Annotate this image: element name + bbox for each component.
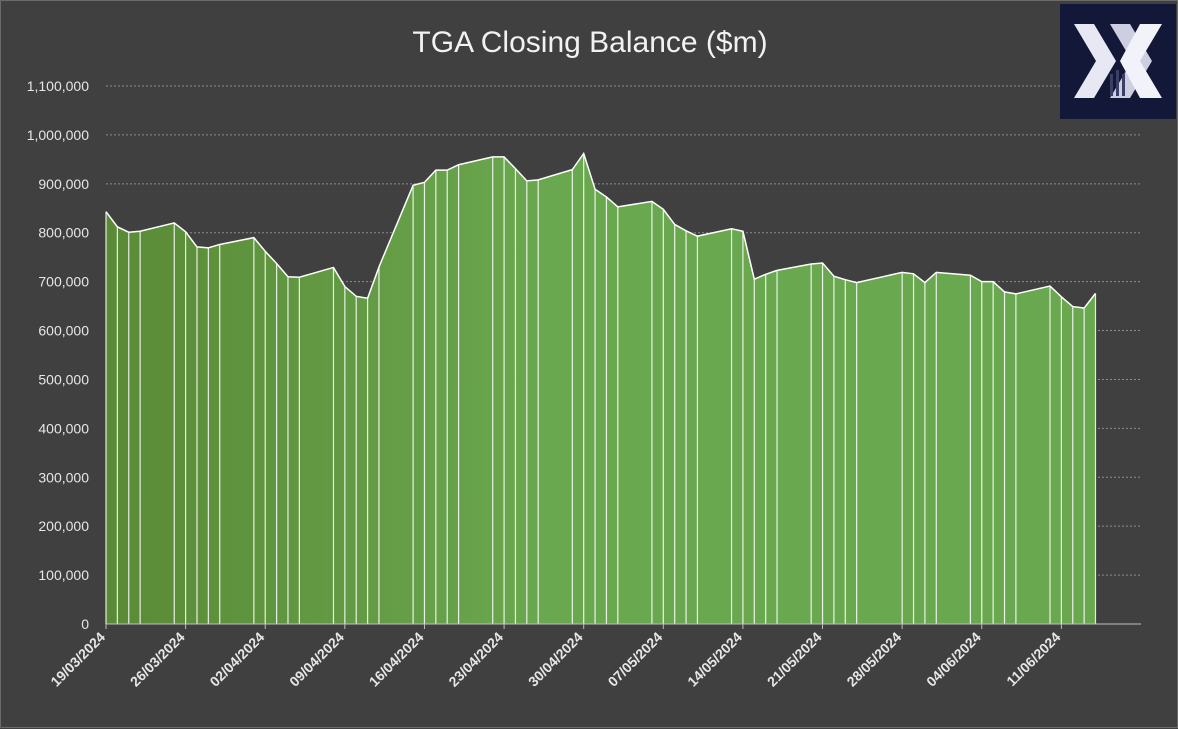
x-tick-label-1: 26/03/2024 bbox=[127, 629, 188, 690]
y-tick-label-7: 700,000 bbox=[38, 274, 89, 290]
y-tick-label-1: 100,000 bbox=[38, 567, 89, 583]
x-tick-label-7: 07/05/2024 bbox=[605, 629, 666, 690]
y-tick-label-4: 400,000 bbox=[38, 420, 89, 436]
y-tick-label-3: 300,000 bbox=[38, 469, 89, 485]
x-tick-label-8: 14/05/2024 bbox=[684, 629, 745, 690]
series-line-0 bbox=[105, 151, 1097, 309]
logo-x-icon bbox=[1074, 24, 1162, 98]
x-tick-label-10: 28/05/2024 bbox=[843, 629, 904, 690]
y-tick-label-10: 1,000,000 bbox=[27, 127, 89, 143]
y-axis: 0 100,000 200,000 300,000 400,000 500,000 600,… bbox=[27, 78, 90, 632]
x-tick-label-4: 16/04/2024 bbox=[366, 629, 427, 690]
brand-logo bbox=[1060, 4, 1176, 119]
x-tick-label-12: 11/06/2024 bbox=[1003, 629, 1063, 689]
y-tick-label-5: 500,000 bbox=[38, 371, 89, 387]
x-tick-label-9: 21/05/2024 bbox=[764, 629, 825, 690]
x-tick-label-11: 04/06/2024 bbox=[923, 629, 984, 690]
y-tick-label-8: 800,000 bbox=[38, 225, 89, 241]
chart-title: TGA Closing Balance ($m) bbox=[412, 26, 767, 59]
x-tick-label-6: 30/04/2024 bbox=[525, 629, 586, 690]
y-tick-label-6: 600,000 bbox=[38, 323, 89, 339]
y-tick-label-11: 1,100,000 bbox=[27, 78, 89, 94]
x-tick-label-3: 09/04/2024 bbox=[286, 629, 347, 690]
area-series bbox=[105, 151, 1097, 624]
y-tick-label-0: 0 bbox=[81, 616, 89, 632]
x-tick-label-0: 19/03/2024 bbox=[47, 629, 108, 690]
area-fill-0 bbox=[106, 153, 1096, 624]
y-tick-label-2: 200,000 bbox=[38, 518, 89, 534]
x-tick-label-2: 02/04/2024 bbox=[206, 629, 267, 690]
x-tick-label-5: 23/04/2024 bbox=[445, 629, 506, 690]
x-axis: 19/03/2024 26/03/2024 02/04/2024 09/04/2024… bbox=[47, 623, 1141, 690]
y-tick-label-9: 900,000 bbox=[38, 176, 89, 192]
